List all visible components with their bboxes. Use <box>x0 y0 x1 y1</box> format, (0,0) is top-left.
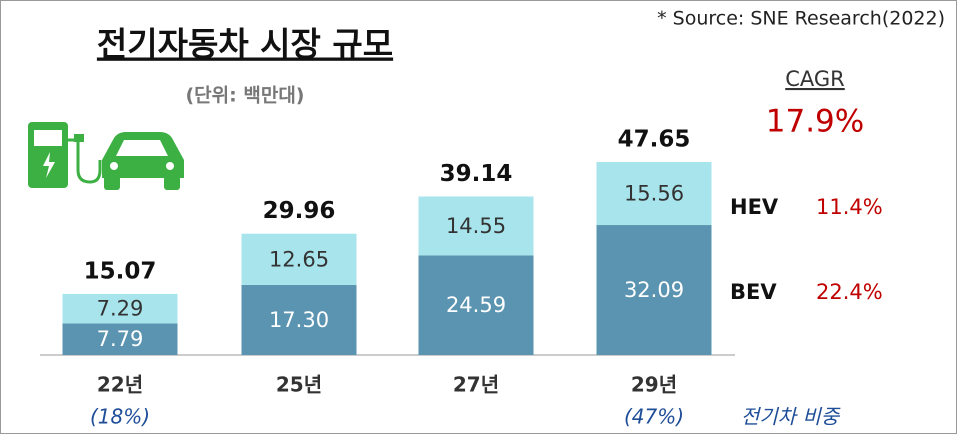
total-label: 47.65 <box>618 127 691 153</box>
bar-segment <box>596 225 712 355</box>
bar-segment <box>418 196 534 256</box>
legend-label: HEV <box>730 195 779 219</box>
x-tick-label: 22년 <box>97 373 143 397</box>
share-label: (47%) <box>624 405 684 429</box>
value-label: 14.55 <box>446 214 506 238</box>
legend-cagr: 11.4% <box>816 195 883 219</box>
total-label: 15.07 <box>84 258 157 284</box>
total-label: 29.96 <box>263 198 336 224</box>
share-label: (18%) <box>90 405 150 429</box>
cagr-title: CAGR <box>785 67 845 91</box>
share-caption: 전기차 비중 <box>741 405 841 429</box>
value-label: 15.56 <box>624 182 684 206</box>
source: * Source: SNE Research(2022) <box>657 8 945 30</box>
value-label: 17.30 <box>269 308 329 332</box>
value-label: 7.29 <box>97 297 144 321</box>
cagr-total: 17.9% <box>766 104 864 140</box>
value-label: 12.65 <box>269 247 329 271</box>
bar-segment <box>241 284 357 355</box>
subtitle: (단위: 백만대) <box>186 85 305 107</box>
total-label: 39.14 <box>440 161 513 187</box>
x-tick-label: 27년 <box>453 373 499 397</box>
ev-icon <box>28 122 184 190</box>
value-label: 24.59 <box>446 293 506 317</box>
x-tick-label: 29년 <box>631 373 677 397</box>
bar-segment <box>241 233 357 285</box>
bar-segment <box>62 293 178 324</box>
bar-segment <box>62 323 178 355</box>
value-label: 32.09 <box>624 278 684 302</box>
bar-segment <box>596 162 712 226</box>
chart-title: 전기자동차 시장 규모 <box>97 25 393 64</box>
legend-cagr: 22.4% <box>816 280 883 304</box>
x-tick-label: 25년 <box>276 373 322 397</box>
legend-label: BEV <box>730 280 777 304</box>
value-label: 7.79 <box>97 327 144 351</box>
bar-segment <box>418 255 534 355</box>
